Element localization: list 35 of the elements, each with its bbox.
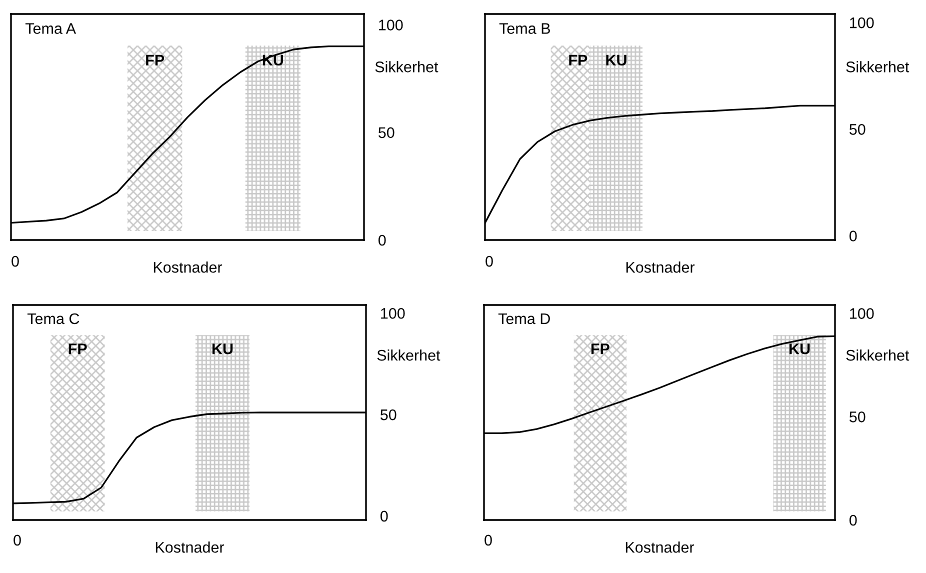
annotation: KU [212,344,233,354]
text: 0 [486,256,493,267]
y-tick-label: 100 [850,308,874,319]
y-tick-label: 50 [850,412,866,422]
annotation: FP [591,344,610,354]
y-axis-title: Sikkerhet [846,349,910,361]
y-tick-label: 100 [381,308,405,319]
y-tick-label: 0 [380,510,388,522]
y-tick-label: 0 [849,514,857,526]
annotation: Tema A [25,23,76,34]
y-axis-title: Sikkerhet [375,61,438,72]
y-axis-title: Sikkerhet [846,61,910,72]
y-tick-label: 50 [380,409,396,420]
y-tick-label: 0 [849,230,857,242]
annotation: FP [146,54,164,66]
x-axis-title: Kostnader [626,542,694,553]
annotation: KU [790,344,810,354]
annotation: Tema B [499,23,550,34]
annotation: KU [606,54,626,66]
y-tick-label: 50 [378,127,394,138]
y-tick-label: 100 [379,20,403,30]
y-axis-title: Sikkerhet [377,349,440,361]
annotation: Tema C [27,313,80,324]
text: 0 [12,256,19,267]
x-axis-title: Kostnader [626,262,695,273]
y-tick-label: 100 [850,17,874,28]
y-tick-label: 0 [378,234,386,246]
x-axis-title: Kostnader [156,542,224,553]
y-tick-label: 50 [850,124,866,135]
x-axis-title: Kostnader [154,262,222,273]
text: 0 [484,534,492,546]
annotation: FP [569,54,588,66]
text: 0 [14,534,21,546]
annotation: Tema D [498,313,550,324]
annotation: FP [68,344,87,354]
